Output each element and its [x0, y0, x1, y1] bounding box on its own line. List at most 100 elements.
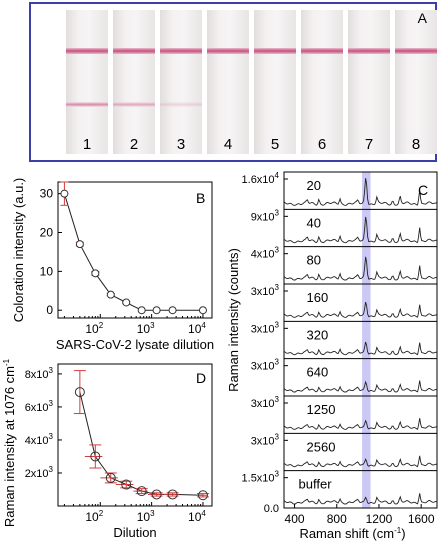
panel-label-c: C	[418, 182, 428, 198]
x-tick-label-d: 102	[85, 509, 103, 524]
x-axis-label-d: Dilution	[113, 525, 156, 540]
control-line	[66, 48, 108, 54]
series-line-b	[63, 193, 203, 311]
data-point-d	[136, 486, 147, 497]
test-strip: 1	[66, 10, 108, 154]
series-label-c: 320	[307, 327, 329, 342]
series-label-c: buffer	[299, 477, 333, 492]
highlight-band	[362, 172, 371, 508]
panel-label-a: A	[417, 10, 427, 26]
data-point-d	[74, 387, 85, 398]
data-point-b	[91, 269, 100, 278]
plot-frame-b	[57, 181, 213, 319]
data-point-d	[90, 451, 101, 462]
data-point-b	[168, 306, 177, 315]
y-tick-label-c: 3x103	[251, 395, 280, 410]
x-tick-label-c: 400	[285, 512, 305, 526]
y-tick-label-d: 4x103	[25, 432, 54, 447]
test-line	[160, 102, 202, 107]
x-tick-label-b: 102	[85, 321, 103, 336]
y-tick-label-c: 3x103	[251, 432, 280, 447]
test-strip: 7	[348, 10, 390, 154]
data-point-d	[167, 489, 178, 500]
series-label-c: 80	[307, 253, 321, 268]
y-tick-label-c: 1.5x103	[242, 470, 280, 485]
series-label-c: 640	[307, 365, 329, 380]
y-tick-label-b: 10	[40, 264, 54, 278]
spectrum-line	[283, 341, 438, 356]
y-tick-label-c: 0.0	[264, 503, 279, 515]
series-line-d	[79, 391, 204, 496]
x-tick-label-d: 103	[137, 509, 155, 524]
data-point-b	[75, 240, 84, 249]
test-strip: 4	[207, 10, 249, 154]
spectrum-line	[283, 216, 438, 244]
data-point-b	[60, 189, 69, 198]
series-label-c: 2560	[307, 439, 336, 454]
y-tick-label-c: 9x103	[251, 208, 280, 223]
plot-frame-c	[283, 171, 438, 509]
data-point-b	[152, 306, 161, 315]
spectrum-line	[283, 418, 438, 430]
x-tick-label-c: 1200	[366, 512, 393, 526]
spectrum-line	[283, 455, 438, 468]
y-tick-label-d: 8x103	[25, 366, 54, 381]
x-tick-label-c: 1600	[408, 512, 435, 526]
control-line	[254, 48, 296, 54]
data-point-b	[198, 306, 207, 315]
series-label-c: 40	[307, 215, 321, 230]
strip-number: 6	[317, 136, 327, 153]
strip-number: 2	[129, 136, 139, 153]
y-tick-label-d: 6x103	[25, 399, 54, 414]
control-line	[301, 48, 343, 54]
control-line	[395, 48, 437, 54]
data-point-d	[197, 490, 208, 501]
y-tick-label-b: 20	[40, 226, 54, 240]
strip-number: 3	[176, 136, 186, 153]
test-strip: 3	[160, 10, 202, 154]
y-tick-label-b: 0	[46, 303, 53, 317]
strip-number: 5	[270, 136, 280, 153]
x-tick-label-d: 104	[188, 509, 206, 524]
spectrum-line	[283, 301, 438, 318]
x-axis-label-b: SARS-CoV-2 lysate dilution	[56, 337, 214, 352]
data-point-d	[121, 479, 132, 490]
plot-frame-d	[57, 363, 213, 507]
spectrum-line	[283, 380, 438, 393]
data-point-b	[137, 306, 146, 315]
test-line	[113, 102, 155, 107]
control-line	[113, 48, 155, 54]
y-tick-label-b: 30	[40, 187, 54, 201]
test-strip: 6	[301, 10, 343, 154]
y-tick-label-d: 2x103	[25, 465, 54, 480]
control-line	[207, 48, 249, 54]
spectrum-line	[283, 178, 438, 206]
y-axis-label-b: Coloration intensity (a.u.)	[11, 178, 26, 323]
test-strip: 8	[395, 10, 437, 154]
y-tick-label-c: 3x103	[251, 358, 280, 373]
y-tick-label-c: 3x103	[251, 283, 280, 298]
series-label-c: 1250	[307, 402, 336, 417]
y-tick-label-c: 4x103	[251, 246, 280, 261]
data-point-b	[106, 290, 115, 299]
test-strip: 5	[254, 10, 296, 154]
spectrum-line	[283, 256, 438, 281]
strip-number: 4	[223, 136, 233, 153]
data-point-b	[122, 298, 131, 307]
y-tick-label-c: 1.6x104	[242, 171, 280, 186]
spectrum-line	[283, 493, 438, 505]
test-strip: 2	[113, 10, 155, 154]
test-line	[66, 102, 108, 107]
series-label-c: 20	[307, 178, 321, 193]
panel-label-d: D	[196, 370, 206, 386]
x-tick-label-b: 103	[137, 321, 155, 336]
x-tick-label-c: 800	[327, 512, 347, 526]
y-axis-label-d: Raman intensity at 1076 cm-1	[2, 358, 17, 527]
x-axis-label-c: Raman shift (cm-1)	[299, 526, 405, 541]
strip-number: 1	[82, 136, 92, 153]
data-point-d	[105, 472, 116, 483]
control-line	[160, 48, 202, 54]
strip-number: 8	[411, 136, 421, 153]
data-point-d	[151, 489, 162, 500]
